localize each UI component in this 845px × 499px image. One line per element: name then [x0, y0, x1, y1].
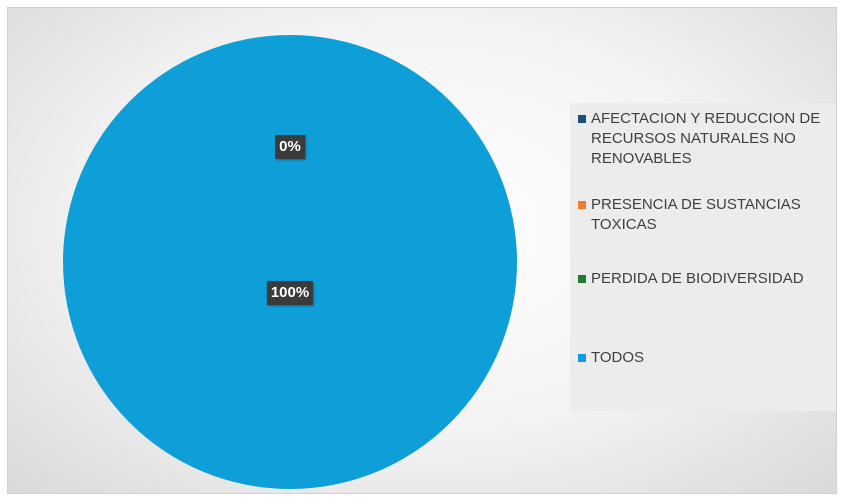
pie-slice-todos — [63, 35, 517, 489]
legend: AFECTACION Y REDUCCION DE RECURSOS NATUR… — [570, 103, 836, 411]
legend-swatch-sustancias — [578, 201, 586, 209]
legend-item-biodiversidad: PERDIDA DE BIODIVERSIDAD — [578, 269, 836, 289]
data-label-zero: 0% — [275, 135, 305, 159]
legend-item-sustancias: PRESENCIA DE SUSTANCIAS TOXICAS — [578, 195, 836, 235]
legend-swatch-todos — [578, 354, 586, 362]
legend-label-biodiversidad: PERDIDA DE BIODIVERSIDAD — [591, 270, 804, 287]
data-label-hundred: 100% — [266, 281, 314, 305]
legend-label-afectacion: AFECTACION Y REDUCCION DE RECURSOS NATUR… — [591, 110, 821, 167]
legend-swatch-biodiversidad — [578, 275, 586, 283]
legend-label-sustancias: PRESENCIA DE SUSTANCIAS TOXICAS — [591, 196, 801, 233]
legend-label-todos: TODOS — [591, 349, 645, 366]
legend-swatch-afectacion — [578, 115, 586, 123]
legend-item-afectacion: AFECTACION Y REDUCCION DE RECURSOS NATUR… — [578, 109, 836, 169]
pie-chart — [63, 35, 517, 489]
legend-item-todos: TODOS — [578, 348, 836, 368]
chart-area: 0% 100% AFECTACION Y REDUCCION DE RECURS… — [7, 7, 837, 494]
